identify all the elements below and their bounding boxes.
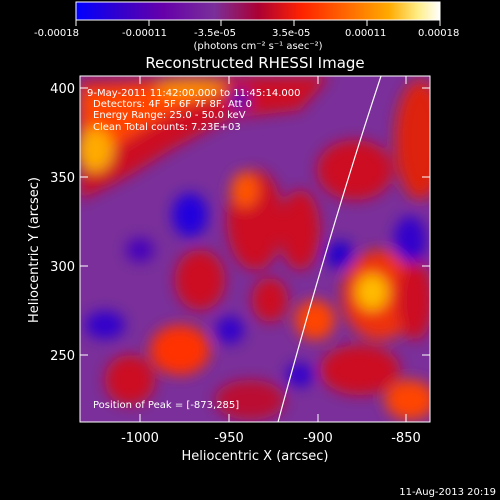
cb-tick-label: 3.5e-05: [272, 28, 310, 39]
y-tick-label: 350: [50, 171, 75, 186]
cb-tick-label: -0.00011: [122, 28, 167, 39]
plot-title: Reconstructed RHESSI Image: [145, 54, 364, 72]
cb-tick-label: 0.00018: [418, 28, 459, 39]
info-line: Clean Total counts: 7.23E+03: [93, 122, 241, 133]
peak-position-label: Position of Peak = [-873,285]: [93, 400, 239, 411]
info-line: Detectors: 4F 5F 6F 7F 8F, Att 0: [93, 99, 252, 110]
colorbar: -0.00018 -0.00011 -3.5e-05 3.5e-05 0.000…: [34, 1, 459, 52]
y-tick-label: 250: [50, 349, 75, 364]
plot-frame: [79, 75, 431, 423]
solar-limb-line: [277, 76, 382, 422]
x-tick-label: -950: [214, 431, 244, 446]
colorbar-units: (photons cm⁻² s⁻¹ asec⁻²): [193, 41, 322, 52]
info-line: Energy Range: 25.0 - 50.0 keV: [93, 110, 246, 121]
y-axis-label: Heliocentric Y (arcsec): [27, 177, 42, 323]
footer-date: 11-Aug-2013 20:19: [399, 487, 496, 498]
colorbar-gradient: [75, 1, 441, 21]
cb-tick-label: 0.00011: [345, 28, 386, 39]
info-line: 9-May-2011 11:42:00.000 to 11:45:14.000: [87, 88, 300, 99]
rhessi-image: [80, 76, 430, 422]
cb-tick-label: -3.5e-05: [194, 28, 236, 39]
y-tick-label: 400: [50, 82, 75, 97]
y-tick-label: 300: [50, 260, 75, 275]
cb-tick-label: -0.00018: [34, 28, 79, 39]
x-tick-label: -1000: [121, 431, 159, 446]
x-tick-label: -900: [303, 431, 333, 446]
axis-ticks: [80, 76, 430, 422]
x-tick-label: -850: [391, 431, 421, 446]
x-axis-label: Heliocentric X (arcsec): [182, 449, 329, 464]
